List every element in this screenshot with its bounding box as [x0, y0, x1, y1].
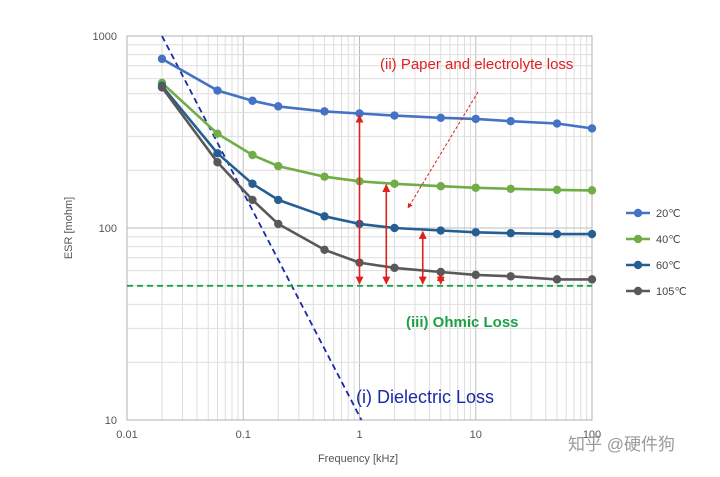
series-point-1: [213, 129, 222, 138]
series-point-0: [587, 124, 597, 133]
esr-arrows: [355, 114, 445, 285]
series-point-2: [436, 226, 445, 235]
y-tick-label: 100: [99, 223, 117, 235]
series-point-2: [552, 229, 562, 239]
series-point-2: [506, 228, 515, 238]
x-tick-label: 0.01: [116, 429, 137, 441]
series-point-3: [157, 83, 167, 92]
series-point-2: [213, 149, 222, 158]
legend-label: 20℃: [656, 208, 681, 220]
legend-label: 60℃: [656, 260, 681, 272]
series-point-3: [506, 272, 515, 281]
paper-electrolyte-loss-label: (ii) Paper and electrolyte loss: [380, 56, 573, 73]
legend-marker: [633, 260, 643, 270]
series-point-1: [390, 179, 399, 188]
x-tick-label: 1: [356, 429, 362, 441]
series-point-2: [320, 212, 329, 221]
series-point-0: [320, 107, 329, 116]
series-point-3: [552, 275, 562, 284]
series-point-0: [552, 119, 562, 128]
tick-labels: 0.01 0.1 1 10 100 10 100 1000: [93, 31, 602, 441]
series-point-1: [552, 185, 562, 195]
series-point-3: [248, 195, 257, 205]
legend-label: 40℃: [656, 234, 681, 246]
y-tick-label: 1000: [93, 31, 117, 43]
watermark-text: 知乎 @硬件狗: [568, 435, 675, 454]
grid: [126, 35, 593, 421]
series-point-3: [320, 245, 329, 254]
series-point-2: [390, 223, 399, 233]
series-point-2: [248, 179, 257, 188]
legend-marker: [633, 234, 643, 244]
series-line-1: [161, 81, 593, 192]
series-point-2: [471, 228, 480, 237]
x-tick-label: 0.1: [236, 429, 251, 441]
series-point-1: [506, 184, 515, 194]
series-point-0: [157, 54, 167, 64]
series-point-1: [471, 183, 480, 192]
series-point-0: [213, 86, 222, 95]
legend-marker: [633, 208, 643, 218]
series-point-3: [213, 158, 222, 167]
series-point-0: [506, 116, 515, 126]
series-point-0: [471, 114, 480, 124]
series-point-3: [587, 275, 597, 284]
legend: 20℃ 40℃ 60℃ 105℃: [626, 208, 687, 298]
paper-electrolyte-pointer: [407, 91, 479, 209]
series-point-0: [274, 102, 283, 111]
legend-label: 105℃: [656, 286, 687, 298]
dielectric-loss-line: [161, 35, 363, 421]
series-point-3: [390, 263, 399, 273]
series-line-3: [160, 86, 592, 281]
series-point-1: [587, 186, 597, 195]
series-point-0: [436, 113, 445, 122]
series-point-1: [320, 172, 329, 181]
x-tick-label: 10: [470, 429, 482, 441]
plot-frame: [126, 35, 593, 421]
series-line-2: [160, 85, 592, 236]
dielectric-loss-label: (i) Dielectric Loss: [356, 387, 494, 407]
series-point-2: [587, 229, 597, 239]
series-point-1: [274, 161, 283, 171]
series-point-1: [436, 182, 445, 191]
ohmic-loss-label: (iii) Ohmic Loss: [406, 314, 519, 331]
series-point-0: [248, 96, 257, 105]
series-line-0: [161, 57, 593, 130]
data-series: [157, 54, 597, 284]
y-axis-label: ESR [mohm]: [63, 197, 75, 259]
legend-marker: [633, 286, 643, 296]
x-axis-label: Frequency [kHz]: [318, 453, 398, 465]
series-point-3: [274, 219, 283, 229]
reference-lines: [127, 35, 592, 421]
x-tick-label: 100: [583, 429, 601, 441]
series-point-2: [274, 195, 283, 205]
series-point-0: [390, 111, 399, 120]
series-point-3: [471, 270, 480, 280]
series-point-1: [248, 150, 257, 160]
y-tick-label: 10: [105, 415, 117, 427]
